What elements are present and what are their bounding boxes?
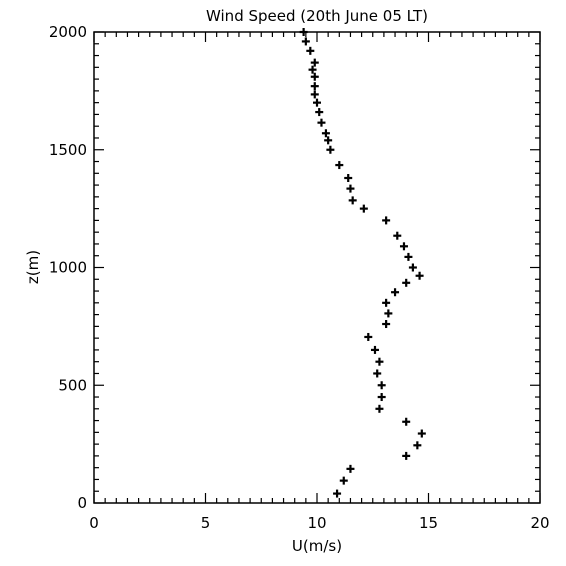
x-tick-label: 20 bbox=[530, 514, 549, 532]
data-point bbox=[321, 129, 330, 138]
data-point bbox=[317, 118, 326, 127]
data-point bbox=[335, 161, 344, 170]
data-point bbox=[346, 464, 355, 473]
data-point bbox=[315, 108, 324, 117]
data-point bbox=[333, 489, 342, 498]
data-point bbox=[402, 417, 411, 426]
data-point bbox=[404, 252, 413, 261]
data-point bbox=[384, 309, 393, 318]
x-tick-labels: 0 5 10 15 20 bbox=[89, 514, 549, 532]
data-point bbox=[417, 429, 426, 438]
data-point bbox=[348, 196, 357, 205]
y-tick-label: 500 bbox=[58, 376, 87, 394]
y-tick-label: 0 bbox=[77, 494, 87, 512]
data-point bbox=[375, 357, 384, 366]
data-point bbox=[344, 174, 353, 183]
data-point bbox=[393, 231, 402, 240]
x-axis-label: U(m/s) bbox=[292, 537, 342, 555]
data-point bbox=[370, 345, 379, 354]
x-tick-label: 15 bbox=[419, 514, 438, 532]
data-point bbox=[310, 90, 319, 99]
data-point bbox=[402, 278, 411, 287]
y-tick-label: 1500 bbox=[49, 141, 87, 159]
data-point bbox=[375, 404, 384, 413]
data-point bbox=[391, 288, 400, 297]
y-tick-labels: 0 500 1000 1500 2000 bbox=[49, 23, 87, 512]
data-point bbox=[301, 37, 310, 46]
data-point bbox=[399, 242, 408, 251]
data-point bbox=[313, 98, 321, 107]
data-point bbox=[382, 320, 391, 329]
data-point bbox=[415, 271, 424, 280]
data-point bbox=[346, 184, 355, 193]
data-point bbox=[382, 298, 391, 307]
data-point bbox=[326, 145, 335, 154]
y-axis-label: z(m) bbox=[24, 250, 42, 284]
data-point bbox=[339, 476, 348, 485]
data-point bbox=[310, 58, 319, 67]
data-point bbox=[308, 65, 317, 74]
x-tick-label: 5 bbox=[201, 514, 211, 532]
data-points bbox=[299, 28, 426, 498]
x-tick-label: 0 bbox=[89, 514, 99, 532]
chart-title: Wind Speed (20th June 05 LT) bbox=[206, 7, 428, 25]
data-point bbox=[364, 332, 373, 341]
data-point bbox=[413, 441, 422, 450]
data-point bbox=[299, 28, 308, 36]
data-point bbox=[377, 381, 386, 390]
y-tick-label: 2000 bbox=[49, 23, 87, 41]
x-tick-label: 10 bbox=[307, 514, 326, 532]
data-point bbox=[373, 369, 382, 378]
data-point bbox=[382, 216, 391, 225]
data-point bbox=[402, 451, 411, 460]
axis-ticks bbox=[93, 31, 541, 504]
data-point bbox=[359, 204, 368, 213]
data-point bbox=[310, 82, 319, 91]
y-tick-label: 1000 bbox=[49, 259, 87, 277]
data-point bbox=[324, 136, 333, 145]
data-point bbox=[306, 46, 315, 55]
data-point bbox=[377, 393, 386, 402]
data-point bbox=[408, 263, 417, 272]
data-point bbox=[310, 72, 319, 81]
